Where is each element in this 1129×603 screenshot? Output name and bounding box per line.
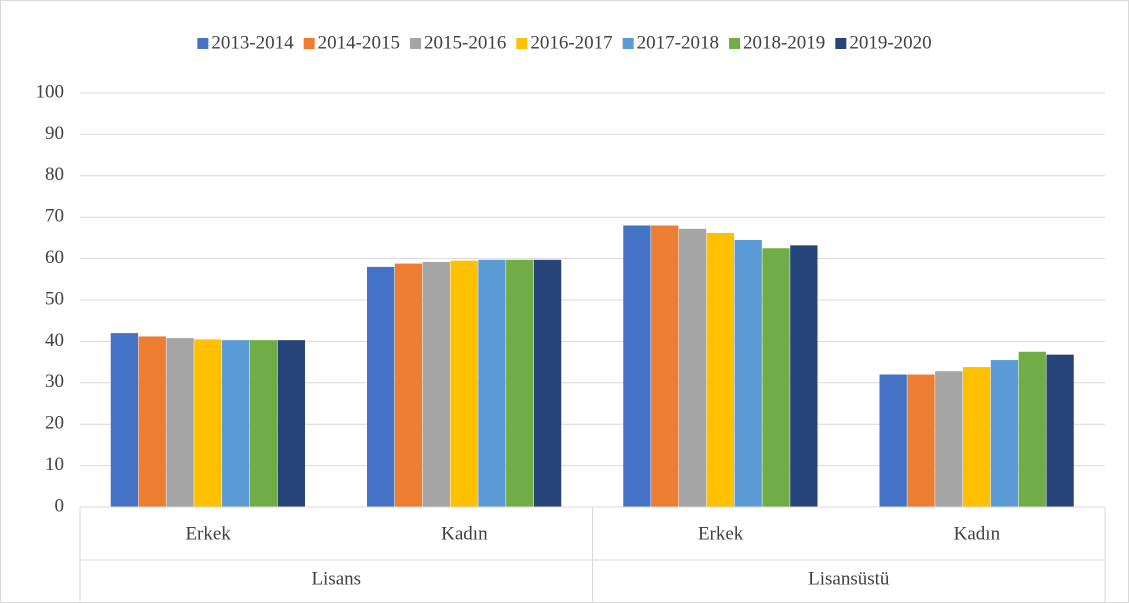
legend-swatch xyxy=(835,38,847,49)
y-tick-label: 20 xyxy=(45,413,64,434)
legend-label: 2013-2014 xyxy=(211,32,294,53)
legend-label: 2016-2017 xyxy=(530,32,612,53)
bar xyxy=(962,367,991,507)
group-label: Lisansüstü xyxy=(808,568,890,589)
bar xyxy=(394,263,423,507)
y-tick-label: 0 xyxy=(55,495,65,516)
bar xyxy=(533,259,562,507)
bar xyxy=(506,259,534,507)
y-tick-label: 60 xyxy=(45,247,64,268)
legend-label: 2019-2020 xyxy=(849,32,931,53)
legend-swatch xyxy=(728,38,740,49)
legend-label: 2018-2019 xyxy=(743,32,825,53)
bar xyxy=(138,336,166,507)
bar xyxy=(762,248,790,507)
y-tick-label: 70 xyxy=(45,206,64,227)
x-tick-label: Kadın xyxy=(441,523,488,544)
y-tick-label: 90 xyxy=(45,123,64,144)
bar xyxy=(1046,354,1074,507)
y-tick-label: 50 xyxy=(45,288,64,309)
legend-label: 2014-2015 xyxy=(318,32,400,53)
y-tick-label: 40 xyxy=(45,330,64,351)
legend-label: 2015-2016 xyxy=(424,32,506,53)
bar xyxy=(990,360,1019,507)
bar xyxy=(422,261,450,507)
legend-swatch xyxy=(197,38,209,49)
bar xyxy=(678,228,707,508)
legend-label: 2017-2018 xyxy=(637,32,719,53)
y-tick-label: 30 xyxy=(45,371,64,392)
bar xyxy=(907,374,935,507)
bar xyxy=(734,239,762,507)
bar xyxy=(935,371,963,507)
y-tick-label: 80 xyxy=(45,164,64,185)
bar xyxy=(623,225,651,508)
group-label: Lisans xyxy=(311,568,361,589)
bar xyxy=(194,339,222,507)
legend-swatch xyxy=(410,38,422,49)
bar xyxy=(706,232,735,507)
bar xyxy=(879,374,907,507)
legend-swatch xyxy=(303,38,315,49)
legend-swatch xyxy=(516,38,528,49)
bar xyxy=(367,266,395,507)
bar xyxy=(222,340,250,507)
bar xyxy=(651,225,679,508)
bar xyxy=(450,260,478,507)
bar xyxy=(249,340,278,507)
bar xyxy=(1018,351,1046,507)
bar xyxy=(478,259,506,507)
x-tick-label: Erkek xyxy=(185,523,231,544)
x-tick-label: Kadın xyxy=(954,523,1001,544)
x-tick-label: Erkek xyxy=(698,523,744,544)
bar xyxy=(277,340,305,507)
y-tick-label: 10 xyxy=(45,454,64,475)
bar xyxy=(790,245,818,508)
y-tick-label: 100 xyxy=(36,81,65,102)
bar xyxy=(110,333,139,507)
legend-swatch xyxy=(622,38,634,49)
bar xyxy=(166,338,194,507)
